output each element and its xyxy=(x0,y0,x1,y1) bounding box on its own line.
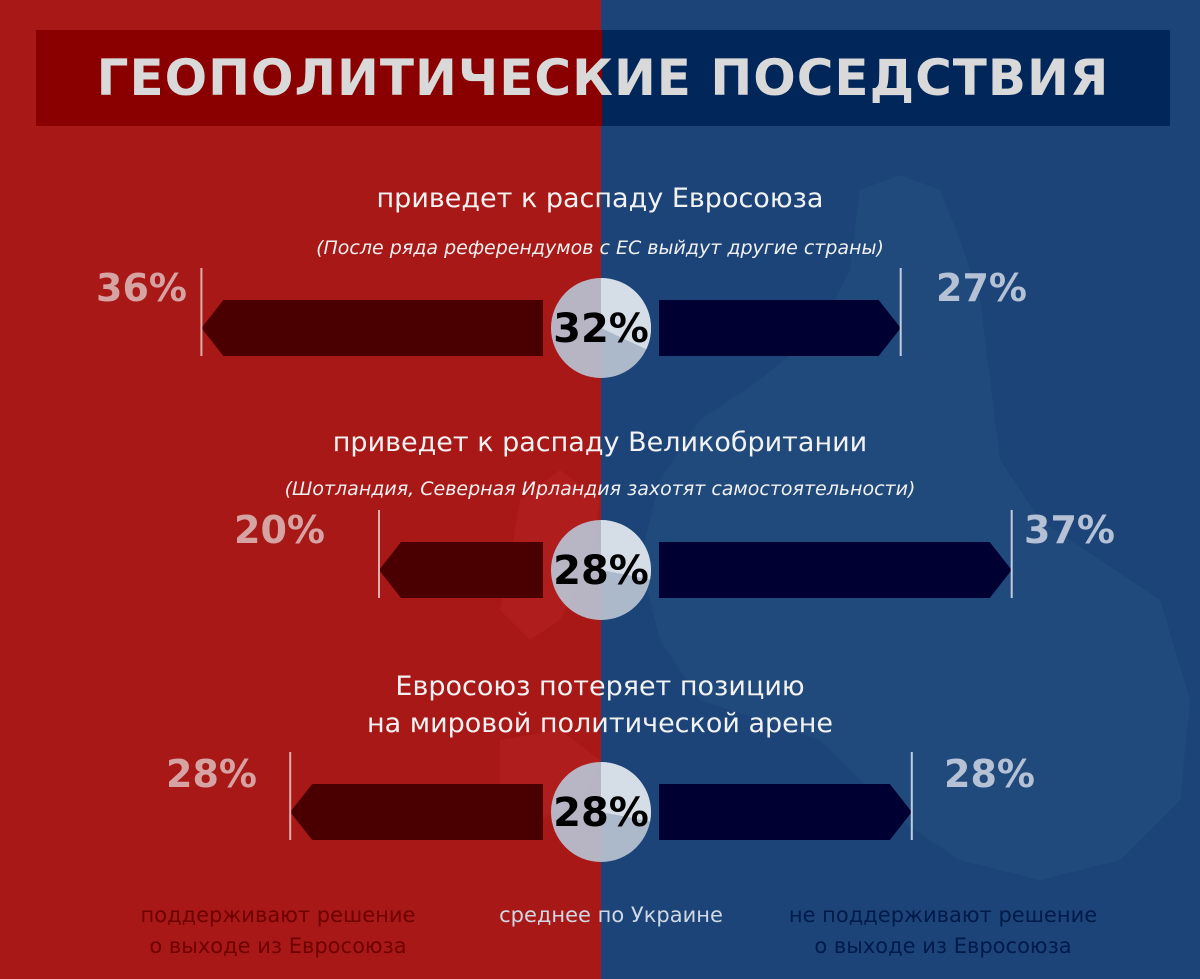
row1-subtitle: (После ряда референдумов с ЕС выйдут дру… xyxy=(316,237,884,259)
legend-oppose-line1: не поддерживают решение xyxy=(788,903,1098,927)
legend-oppose: не поддерживают решение о выходе из Евро… xyxy=(758,900,1128,962)
row3-support-label: 28% xyxy=(166,752,257,796)
row3-title-line2: на мировой политической арене xyxy=(366,708,834,739)
row2-oppose-bar xyxy=(659,542,1012,598)
legend-support-line1: поддерживают решение xyxy=(140,903,416,927)
row3-title-line1: Евросоюз потеряет позицию xyxy=(395,671,805,702)
row2-support-label: 20% xyxy=(234,508,325,552)
row2-subtitle: (Шотландия, Северная Ирландия захотят са… xyxy=(284,478,916,500)
row2-average-label: 28% xyxy=(553,548,649,594)
row1-average-label: 32% xyxy=(553,306,649,352)
row2-title: приведет к распаду Великобритании xyxy=(332,427,868,458)
row1-average-slice xyxy=(601,278,651,350)
row3-average-label: 28% xyxy=(553,790,649,836)
legend-oppose-line2: о выходе из Евросоюза xyxy=(814,934,1072,958)
row1-title: приведет к распаду Евросоюза xyxy=(376,183,824,214)
row1-support-bar xyxy=(201,300,543,356)
row3-oppose-bar xyxy=(659,784,912,840)
row3-average-slice xyxy=(601,762,651,822)
row2-average-slice xyxy=(601,520,651,580)
legend-support-line2: о выходе из Евросоюза xyxy=(149,934,407,958)
row1-oppose-label: 27% xyxy=(936,266,1027,310)
row2-support-bar xyxy=(379,542,543,598)
row3-oppose-label: 28% xyxy=(944,752,1035,796)
legend-support: поддерживают решение о выходе из Евросою… xyxy=(108,900,448,962)
row2-oppose-label: 37% xyxy=(1024,508,1115,552)
legend-average: среднее по Украине xyxy=(499,903,723,927)
title-bar-right xyxy=(602,30,1170,126)
title-bar-left xyxy=(36,30,602,126)
row1-support-label: 36% xyxy=(96,266,187,310)
row1-oppose-bar xyxy=(659,300,901,356)
page-title: ГЕОПОЛИТИЧЕСКИЕ ПОСЕДСТВИЯ xyxy=(96,49,1110,107)
row3-support-bar xyxy=(290,784,543,840)
